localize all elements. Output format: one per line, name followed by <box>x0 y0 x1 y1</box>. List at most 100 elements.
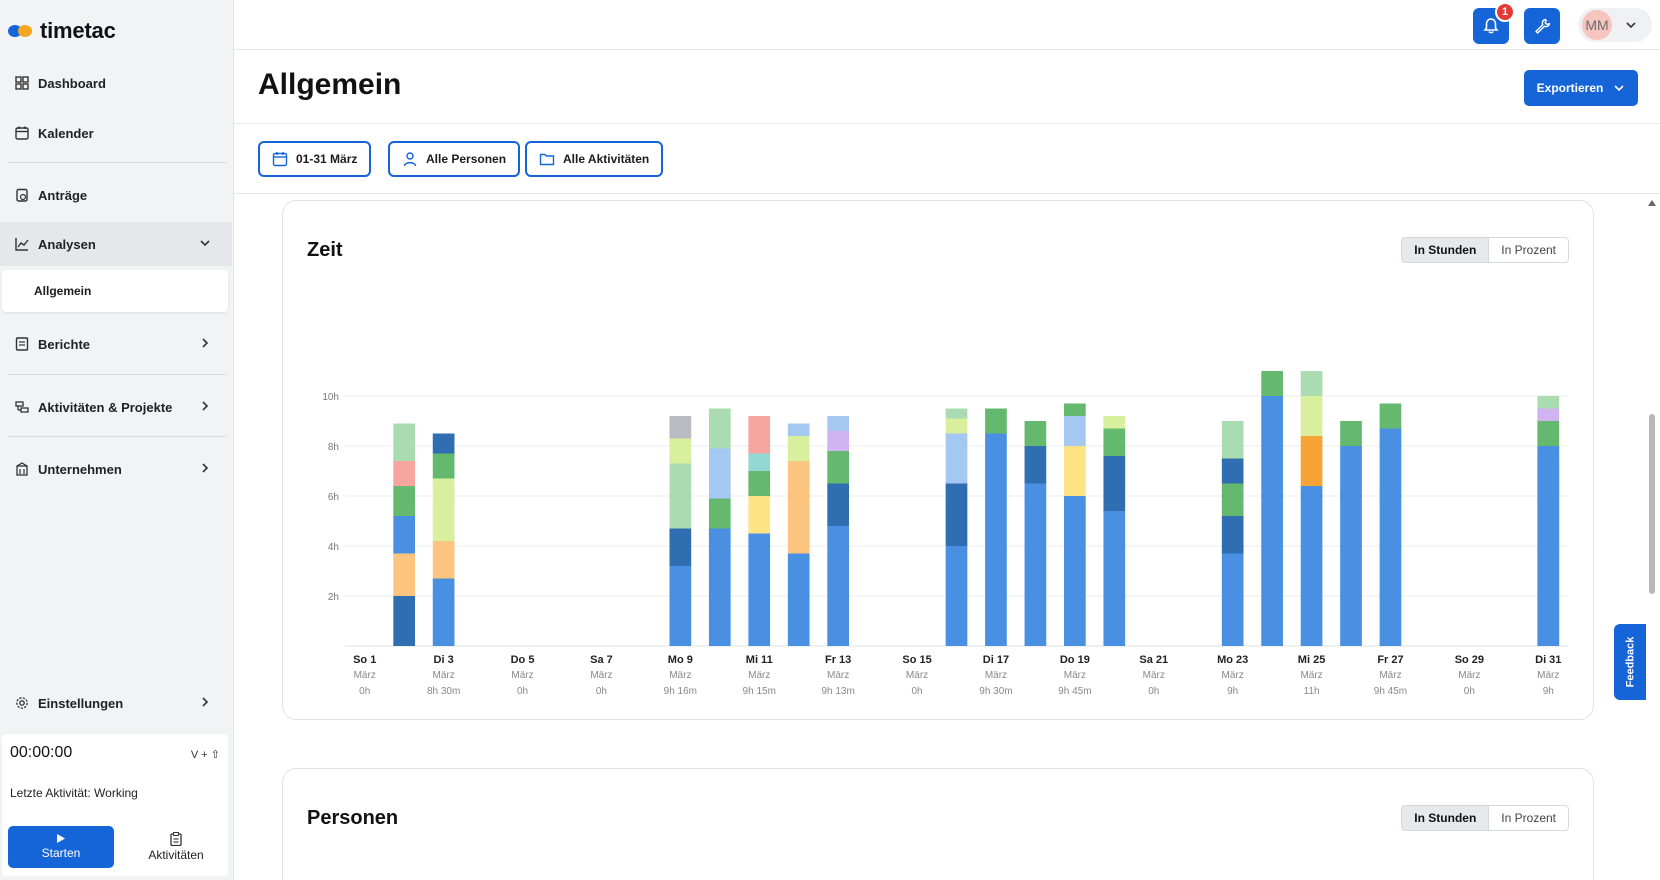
export-button[interactable]: Exportieren <box>1524 70 1638 106</box>
sidebar-item-label: Einstellungen <box>38 695 124 711</box>
bar-segment <box>1103 511 1126 646</box>
tools-button[interactable] <box>1524 8 1560 44</box>
bar-segment <box>393 553 416 596</box>
x-tick-total: 9h 30m <box>979 686 1012 697</box>
sidebar-item-analysen[interactable]: Analysen <box>0 222 232 266</box>
sidebar-item-dashboard[interactable]: Dashboard <box>0 61 232 105</box>
bar-segment <box>393 596 416 646</box>
personen-card: Personen In Stunden In Prozent <box>282 768 1594 880</box>
x-tick-total: 9h <box>1543 686 1554 697</box>
play-icon <box>57 834 65 843</box>
content-scrollbar[interactable] <box>1646 194 1658 880</box>
sidebar-item-antraege[interactable]: Anträge <box>0 173 232 217</box>
feedback-tab[interactable]: Feedback <box>1614 624 1646 700</box>
chevron-right-icon <box>202 401 209 411</box>
x-tick-total: 0h <box>517 686 528 697</box>
x-tick-month: März <box>1064 670 1086 681</box>
bar-segment <box>1261 396 1283 646</box>
sidebar-subitem-label: Allgemein <box>34 284 92 298</box>
sidebar-item-berichte[interactable]: Berichte <box>0 322 232 366</box>
x-tick-day: Mo 9 <box>668 654 693 666</box>
sidebar-item-aktivitaeten-projekte[interactable]: Aktivitäten & Projekte <box>0 385 232 429</box>
avatar: MM <box>1582 10 1612 40</box>
sidebar: timetac Dashboard Kalender Anträge Ana <box>0 0 234 880</box>
activities-button[interactable]: Aktivitäten <box>128 826 224 868</box>
bar-segment <box>1300 396 1323 436</box>
bar-segment <box>787 461 810 554</box>
x-tick-total: 8h 30m <box>427 686 460 697</box>
person-icon <box>403 152 417 167</box>
persons-filter[interactable]: Alle Personen <box>388 141 521 177</box>
bar-segment <box>787 553 810 646</box>
scroll-up-icon[interactable] <box>1646 198 1658 208</box>
activities-icon <box>14 399 30 415</box>
x-tick-month: März <box>511 670 533 681</box>
bar-segment <box>827 416 849 431</box>
bar-segment <box>1300 486 1323 646</box>
zeit-card-title: Zeit <box>307 239 343 261</box>
bar-segment <box>985 408 1007 434</box>
logo-mark <box>8 25 32 37</box>
toggle-in-prozent[interactable]: In Prozent <box>1489 238 1568 262</box>
activities-filter[interactable]: Alle Aktivitäten <box>525 141 664 177</box>
zeit-card: Zeit In Stunden In Prozent 2h 4h 6h 8h 10h So… <box>282 200 1594 720</box>
sidebar-item-kalender[interactable]: Kalender <box>0 111 232 155</box>
timer-value: 00:00:00 <box>10 744 73 761</box>
chevron-down-icon <box>200 240 210 247</box>
chevron-down-icon <box>1614 85 1624 92</box>
personen-unit-toggle: In Stunden In Prozent <box>1401 805 1569 831</box>
toggle-in-stunden[interactable]: In Stunden <box>1402 238 1490 262</box>
bar-segment <box>1024 483 1047 646</box>
filter-bar: 01-31 März Alle Personen Alle Aktivitäte… <box>234 124 1660 194</box>
feedback-label: Feedback <box>1624 636 1636 688</box>
bar-segment <box>1379 428 1402 646</box>
sidebar-item-label: Berichte <box>38 336 91 352</box>
bar-segment <box>1064 403 1086 416</box>
bar-segment <box>1103 456 1126 511</box>
sidebar-item-label: Dashboard <box>38 75 106 91</box>
bar-segment <box>1024 446 1047 484</box>
folder-icon <box>539 153 555 166</box>
x-tick-month: März <box>906 670 928 681</box>
bar-segment <box>827 451 849 484</box>
sidebar-subitem-allgemein[interactable]: Allgemein <box>2 270 228 312</box>
x-tick-month: März <box>1537 670 1559 681</box>
bar-segment <box>708 528 731 646</box>
bar-segment <box>1221 553 1244 646</box>
x-tick-month: März <box>1143 670 1165 681</box>
sidebar-item-label: Kalender <box>38 125 94 141</box>
bar-segment <box>748 533 771 646</box>
x-tick-month: März <box>1300 670 1322 681</box>
bar-segment <box>669 438 692 464</box>
x-tick-day: So 29 <box>1455 654 1484 666</box>
clipboard-icon <box>170 832 182 846</box>
dashboard-icon <box>14 75 30 91</box>
timer-shortcut: V + ⇧ <box>190 749 220 761</box>
user-menu[interactable]: MM <box>1578 8 1652 42</box>
bar-segment <box>1537 421 1560 446</box>
bar-segment <box>432 478 455 541</box>
x-tick-total: 0h <box>911 686 922 697</box>
date-range-filter[interactable]: 01-31 März <box>258 141 372 177</box>
x-tick-month: März <box>1458 670 1480 681</box>
bar-segment <box>748 416 771 454</box>
toggle-in-stunden[interactable]: In Stunden <box>1402 806 1490 830</box>
bar-segment <box>1221 458 1244 484</box>
toggle-in-prozent[interactable]: In Prozent <box>1489 806 1568 830</box>
sidebar-item-einstellungen[interactable]: Einstellungen <box>0 681 232 725</box>
notifications-button[interactable]: 1 <box>1473 2 1515 44</box>
timetac-logo[interactable]: timetac <box>8 18 116 44</box>
analysis-content: Zeit In Stunden In Prozent 2h 4h 6h 8h 10h So… <box>234 194 1646 880</box>
y-tick-label: 6h <box>328 492 339 503</box>
bar-segment <box>1379 403 1402 429</box>
scroll-thumb[interactable] <box>1649 414 1655 594</box>
bar-segment <box>1024 421 1047 446</box>
bar-segment <box>1261 371 1283 396</box>
start-timer-button[interactable]: Starten <box>8 826 114 868</box>
sidebar-item-unternehmen[interactable]: Unternehmen <box>0 447 232 491</box>
bar-segment <box>1537 446 1560 646</box>
sidebar-item-label: Anträge <box>38 187 88 203</box>
bar-segment <box>1103 416 1126 429</box>
x-tick-day: Sa 7 <box>590 654 613 666</box>
